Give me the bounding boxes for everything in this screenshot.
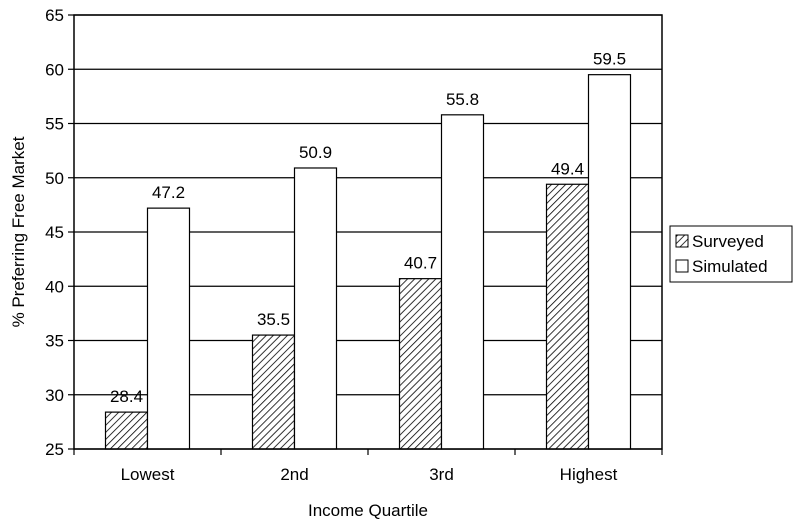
x-tick-label: 2nd (280, 465, 308, 484)
data-label-simulated: 59.5 (593, 50, 626, 69)
y-tick-label: 50 (45, 169, 64, 188)
data-label-simulated: 50.9 (299, 143, 332, 162)
data-label-surveyed: 35.5 (257, 310, 290, 329)
data-label-surveyed: 28.4 (110, 387, 143, 406)
x-tick-label: 3rd (429, 465, 454, 484)
bar-surveyed (251, 334, 296, 450)
y-tick-label: 45 (45, 223, 64, 242)
y-tick-label: 65 (45, 6, 64, 25)
bar-simulated (587, 74, 632, 450)
data-label-surveyed: 40.7 (404, 254, 437, 273)
y-tick-label: 55 (45, 115, 64, 134)
bar-simulated (293, 167, 338, 450)
x-tick-label: Highest (560, 465, 618, 484)
legend-swatch-surveyed (675, 234, 689, 248)
data-label-simulated: 55.8 (446, 90, 479, 109)
legend-label-surveyed: Surveyed (692, 232, 764, 251)
bar-simulated (146, 207, 191, 450)
y-tick-label: 60 (45, 60, 64, 79)
bar-simulated (440, 114, 485, 450)
y-tick-label: 30 (45, 386, 64, 405)
bars (104, 74, 632, 450)
bar-surveyed (104, 411, 149, 450)
legend-swatch-simulated (675, 259, 689, 273)
x-tick-label: Lowest (121, 465, 175, 484)
legend-frame (669, 225, 793, 283)
data-label-simulated: 47.2 (152, 183, 185, 202)
y-axis-title: % Preferring Free Market (9, 136, 28, 327)
data-labels: 28.4 47.2 35.5 50.9 40.7 55.8 49.4 59.5 (110, 50, 626, 406)
legend-label-simulated: Simulated (692, 257, 768, 276)
bar-surveyed (398, 278, 443, 450)
x-axis-title: Income Quartile (308, 501, 428, 520)
y-tick-label: 25 (45, 440, 64, 459)
legend: Surveyed Simulated (669, 225, 793, 283)
y-tick-label: 40 (45, 277, 64, 296)
y-tick-label: 35 (45, 332, 64, 351)
bar-surveyed (545, 183, 590, 450)
axis-ticks: 25 30 35 40 45 50 55 60 65 Lowest 2nd 3rd Highest (45, 6, 663, 484)
data-label-surveyed: 49.4 (551, 159, 584, 178)
